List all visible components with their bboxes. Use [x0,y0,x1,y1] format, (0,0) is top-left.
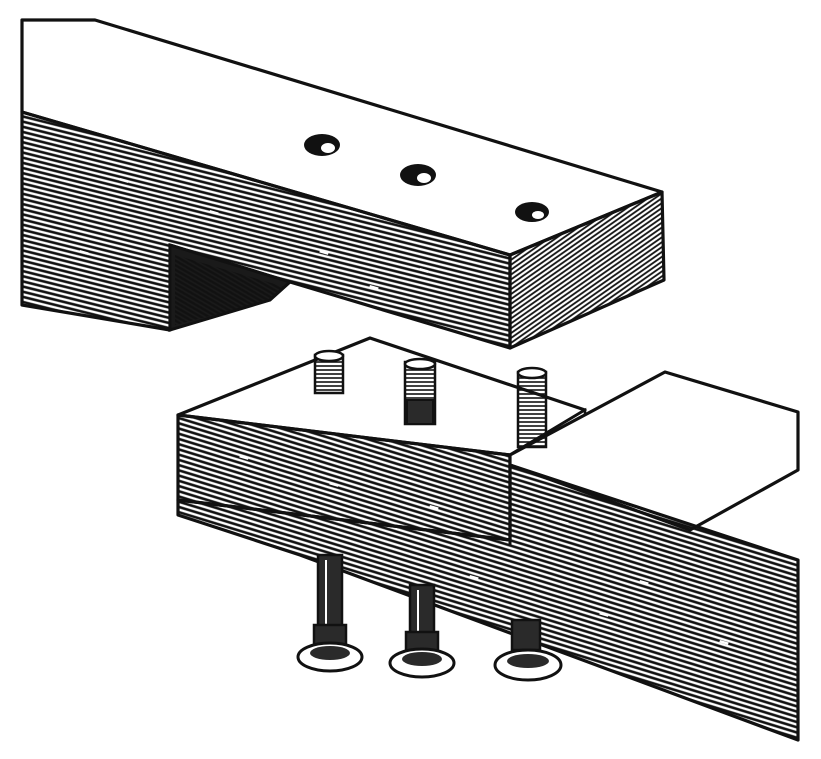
upper-timber-highlights [79,178,429,290]
upper-timber-bolt-holes [304,134,549,222]
bolt-hole-2 [400,164,436,186]
bolt-3-thread-tip [516,370,548,449]
bolt-hole-3 [515,202,549,222]
carriage-bolt-2 [388,357,456,679]
lower-timber-highlights [239,454,729,645]
bolt-3-shank [510,618,542,652]
lower-timber [176,336,800,742]
bolt-hole-1 [304,134,340,156]
upper-timber-end-face [508,190,666,350]
upper-timber-notch-shading [175,255,285,325]
carriage-bolt-1 [296,349,364,673]
carriage-bolt-3 [493,366,563,682]
bolt-1-shank [316,553,344,632]
upper-timber [20,18,666,350]
carriage-bolts [296,349,563,682]
